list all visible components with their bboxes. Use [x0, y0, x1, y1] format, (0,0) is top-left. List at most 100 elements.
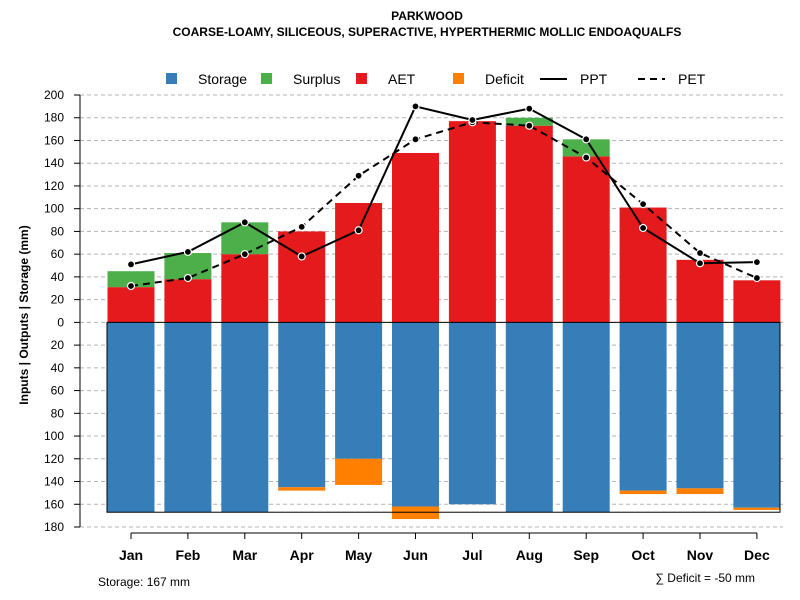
x-tick-label-jul: Jul [462, 547, 482, 563]
y-tick-label: 20 [51, 293, 65, 307]
y-tick-label: 0 [57, 315, 64, 329]
legend-label-aet: AET [388, 71, 416, 87]
deficit-bar-oct [619, 490, 667, 495]
x-tick-label-sep: Sep [573, 547, 599, 563]
y-tick-label: 120 [44, 179, 64, 193]
y-tick-label: 120 [44, 452, 64, 466]
ppt-line-point [126, 260, 136, 269]
storage-bar-apr [278, 322, 326, 488]
pet-line-point [126, 281, 136, 291]
legend-swatch-storage [166, 73, 177, 84]
deficit-bar-may [335, 458, 383, 485]
pet-line [130, 121, 758, 287]
storage-bar-nov [676, 322, 724, 489]
y-tick-label: 60 [51, 247, 65, 261]
y-tick-label: 80 [51, 406, 65, 420]
storage-capacity-outline [106, 321, 781, 513]
x-tick-label-jan: Jan [119, 547, 143, 563]
x-tick-label-mar: Mar [232, 547, 257, 563]
y-tick-label: 100 [44, 429, 64, 443]
y-tick-label: 200 [44, 88, 64, 102]
pet-line-point [582, 153, 591, 162]
ppt-line-point [240, 218, 249, 227]
y-tick-label: 160 [44, 133, 64, 147]
legend-label-surplus: Surplus [293, 71, 340, 87]
x-tick-label-feb: Feb [175, 547, 200, 563]
ppt-line-point [582, 135, 591, 144]
ppt-line-point [354, 226, 363, 235]
storage-bar-dec [733, 322, 781, 508]
aet-bar-apr [278, 231, 326, 323]
x-tick-label-nov: Nov [687, 547, 714, 563]
y-tick-label: 180 [44, 111, 64, 125]
aet-bar-jun [392, 152, 439, 323]
pet-line-point [183, 273, 192, 283]
pet-line-point [638, 200, 648, 209]
deficit-sum-footer: ∑ Deficit = -50 mm [655, 571, 755, 585]
storage-bar-mar [221, 322, 269, 513]
x-tick-label-apr: Apr [290, 547, 315, 563]
storage-bar-jul [448, 322, 496, 505]
aet-bar-aug [505, 125, 553, 323]
storage-footer: Storage: 167 mm [98, 575, 190, 589]
ppt-line-point [411, 102, 420, 111]
deficit-bar-nov [676, 488, 724, 495]
storage-bar-sep [562, 322, 610, 513]
aet-bar-jul [448, 121, 496, 323]
x-tick-label-may: May [345, 547, 372, 563]
y-tick-label: 60 [51, 384, 65, 398]
pet-line-point [411, 135, 420, 144]
x-tick-label-jun: Jun [403, 547, 428, 563]
aet-bar-nov [676, 259, 724, 323]
ppt-line-point [183, 247, 192, 256]
y-tick-label: 160 [44, 497, 64, 511]
aet-bar-mar [221, 254, 269, 323]
ppt-line-point [695, 259, 705, 268]
ppt-line-point [297, 252, 306, 261]
storage-bar-oct [619, 322, 667, 491]
pet-line-point [240, 250, 249, 259]
legend-swatch-deficit [453, 73, 464, 84]
legend-swatch-aet [356, 73, 367, 84]
y-tick-label: 140 [44, 156, 64, 170]
storage-bar-feb [164, 322, 212, 513]
pet-line-point [752, 273, 762, 283]
surplus-bar-mar [221, 222, 269, 255]
legend: Storage Surplus AET Deficit PPT PET [166, 71, 706, 87]
x-tick-label-dec: Dec [744, 547, 770, 563]
surplus-bar-jan [107, 271, 155, 288]
legend-label-deficit: Deficit [485, 71, 524, 87]
y-tick-label: 100 [44, 202, 64, 216]
axes: 0 20 40 60 80 100 120 140 160 180 200 20 40 60 80 100 12… [44, 88, 770, 563]
ppt-line [130, 105, 757, 266]
bars [106, 117, 781, 520]
legend-label-ppt: PPT [580, 71, 608, 87]
chart-subtitle: COARSE-LOAMY, SILICEOUS, SUPERACTIVE, HY… [173, 25, 682, 39]
aet-bar-may [335, 203, 383, 323]
legend-label-pet: PET [678, 71, 706, 87]
aet-bar-dec [733, 280, 781, 323]
pet-line-point [695, 248, 705, 258]
storage-bar-jun [392, 322, 439, 507]
x-tick-label-aug: Aug [516, 547, 543, 563]
deficit-bar-dec [733, 507, 781, 510]
y-tick-label: 80 [51, 224, 65, 238]
surplus-bar-sep [562, 139, 610, 157]
pet-line-point [354, 171, 363, 180]
aet-bar-sep [562, 156, 610, 323]
deficit-bar-apr [278, 487, 326, 491]
y-tick-label: 20 [51, 338, 65, 352]
x-tick-label-oct: Oct [631, 547, 655, 563]
y-axis-label: Inputs | Outputs | Storage (mm) [17, 225, 31, 404]
ppt-line-point [638, 223, 648, 233]
legend-swatch-surplus [261, 73, 272, 84]
y-tick-label: 180 [44, 520, 64, 534]
deficit-bar-jun [392, 506, 439, 520]
storage-bar-jan [107, 322, 155, 513]
ppt-line-point [752, 258, 762, 267]
lines [126, 102, 762, 291]
ppt-line-point [525, 104, 534, 113]
aet-bar-feb [164, 279, 212, 323]
pet-line-point [525, 121, 534, 130]
